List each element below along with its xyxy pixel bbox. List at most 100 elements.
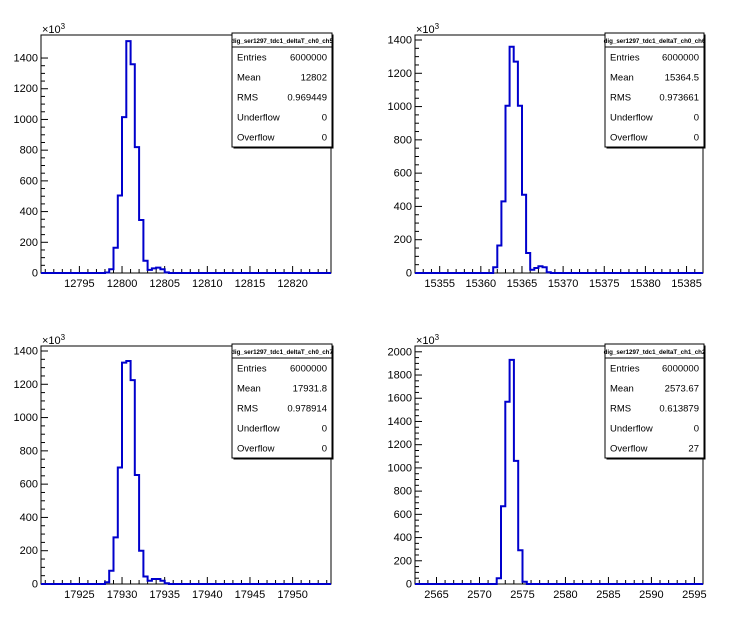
x-tick-label: 17940 [192, 589, 223, 601]
x-tick-label: 2570 [467, 589, 491, 601]
y-tick-label: 600 [20, 479, 38, 491]
stats-row-label: Underflow [610, 424, 653, 435]
stats-row-label: Underflow [237, 113, 280, 124]
y-tick-label: 600 [394, 509, 412, 521]
stats-row-value: 0 [322, 133, 327, 144]
x-tick-label: 2590 [639, 589, 663, 601]
y-tick-label: 400 [20, 512, 38, 524]
y-tick-label: 400 [394, 201, 412, 213]
x-tick-label: 2565 [424, 589, 448, 601]
stats-row-label: RMS [237, 93, 258, 104]
histogram-panel-1: 0 200 400 600 800 1000 1200 1400 12795 12800 12805… [14, 22, 334, 290]
x-tick-label: 17925 [64, 589, 95, 601]
stats-row-value: 2573.67 [665, 384, 699, 395]
y-tick-label: 1400 [14, 53, 38, 65]
y-tick-label: 800 [20, 145, 38, 157]
stats-row-value: 0 [322, 113, 327, 124]
stats-row-value: 0 [322, 444, 327, 455]
stats-row-label: RMS [610, 93, 631, 104]
y-tick-label: 1200 [14, 379, 38, 391]
y-tick-label: 1400 [388, 34, 412, 46]
y-tick-label: 200 [394, 234, 412, 246]
stats-row-label: Entries [237, 53, 267, 64]
stats-box-frame [604, 32, 705, 148]
x-tick-label: 12820 [277, 278, 308, 290]
stats-box-frame [231, 32, 333, 148]
y-tick-label: 400 [394, 532, 412, 544]
axis-multiplier: ×103 [42, 22, 66, 36]
stats-row-value: 0.969449 [287, 93, 327, 104]
y-tick-label: 1000 [388, 101, 412, 113]
stats-row-value: 17931.8 [293, 384, 327, 395]
stats-row-label: Entries [610, 53, 640, 64]
y-tick-label: 800 [394, 134, 412, 146]
stats-row-value: 0.973661 [659, 93, 699, 104]
y-tick-label: 0 [32, 268, 38, 280]
stats-row-value: 6000000 [662, 364, 699, 375]
histogram-line [41, 40, 331, 274]
stats-row-label: Mean [237, 73, 261, 84]
x-tick-label: 17930 [107, 589, 138, 601]
stats-row-label: Mean [610, 384, 634, 395]
x-tick-label: 12805 [149, 278, 180, 290]
x-tick-label: 2575 [510, 589, 534, 601]
x-tick-label: 2585 [596, 589, 620, 601]
x-tick-label: 15385 [671, 278, 702, 290]
axis-multiplier-base: ×10 [42, 335, 61, 347]
stats-row-label: Entries [237, 364, 267, 375]
histogram-line [415, 358, 703, 585]
stats-box-title: dig_ser1297_tdc1_deltaT_ch0_ch5 [231, 38, 333, 45]
stats-row-label: Overflow [610, 444, 648, 455]
x-tick-label: 15365 [507, 278, 538, 290]
y-tick-label: 1400 [14, 345, 38, 357]
x-tick-label: 12815 [235, 278, 266, 290]
axis-multiplier-base: ×10 [416, 24, 435, 36]
y-tick-label: 1000 [388, 462, 412, 474]
y-tick-label: 1200 [14, 83, 38, 95]
stats-row-label: RMS [237, 404, 258, 415]
histogram-panel-4: 0 200 400 600 800 1000 1200 1400 1600 1800 2000 256… [388, 333, 707, 601]
axis-multiplier-exponent: 3 [435, 22, 440, 31]
x-tick-label: 2580 [553, 589, 577, 601]
y-tick-label: 200 [394, 555, 412, 567]
axis-multiplier: ×103 [416, 22, 440, 36]
stats-box-frame [231, 343, 333, 459]
y-tick-label: 2000 [388, 346, 412, 358]
stats-row-value: 0.978914 [287, 404, 327, 415]
y-tick-label: 0 [32, 579, 38, 591]
x-tick-label: 17935 [149, 589, 180, 601]
stats-row-label: Mean [610, 73, 634, 84]
stats-row-label: Underflow [610, 113, 653, 124]
stats-row-value: 0 [694, 113, 699, 124]
stats-row-value: 0 [322, 424, 327, 435]
y-tick-label: 200 [20, 237, 38, 249]
x-tick-label: 12800 [107, 278, 138, 290]
stats-box-title: dig_ser1297_tdc1_deltaT_ch1_ch2 [604, 349, 706, 356]
histogram-line [41, 360, 331, 585]
stats-row-label: Underflow [237, 424, 280, 435]
x-tick-label: 12795 [64, 278, 95, 290]
stats-row-label: Mean [237, 384, 261, 395]
stats-row-value: 6000000 [290, 364, 327, 375]
histogram-panel-3: 0 200 400 600 800 1000 1200 1400 17925 17930 17935… [14, 333, 334, 601]
stats-row-label: Overflow [237, 444, 275, 455]
stats-row-value: 0 [694, 133, 699, 144]
y-tick-label: 1600 [388, 393, 412, 405]
y-tick-label: 1000 [14, 412, 38, 424]
axis-multiplier-exponent: 3 [61, 22, 66, 31]
axis-multiplier: ×103 [42, 333, 66, 347]
stats-box-title: dig_ser1297_tdc1_deltaT_ch0_ch6 [604, 38, 706, 45]
stats-row-label: Entries [610, 364, 640, 375]
x-tick-label: 15370 [548, 278, 579, 290]
x-tick-label: 15375 [589, 278, 620, 290]
y-tick-label: 600 [394, 168, 412, 180]
stats-box: dig_ser1297_tdc1_deltaT_ch0_ch6 Entries 60… [604, 32, 706, 149]
x-tick-label: 15380 [630, 278, 661, 290]
axis-multiplier: ×103 [416, 333, 440, 347]
stats-row-value: 0.613879 [659, 404, 699, 415]
stats-box-title: dig_ser1297_tdc1_deltaT_ch0_ch7 [231, 349, 333, 356]
y-tick-label: 1800 [388, 370, 412, 382]
stats-row-value: 12802 [301, 73, 327, 84]
stats-row-label: Overflow [610, 133, 648, 144]
